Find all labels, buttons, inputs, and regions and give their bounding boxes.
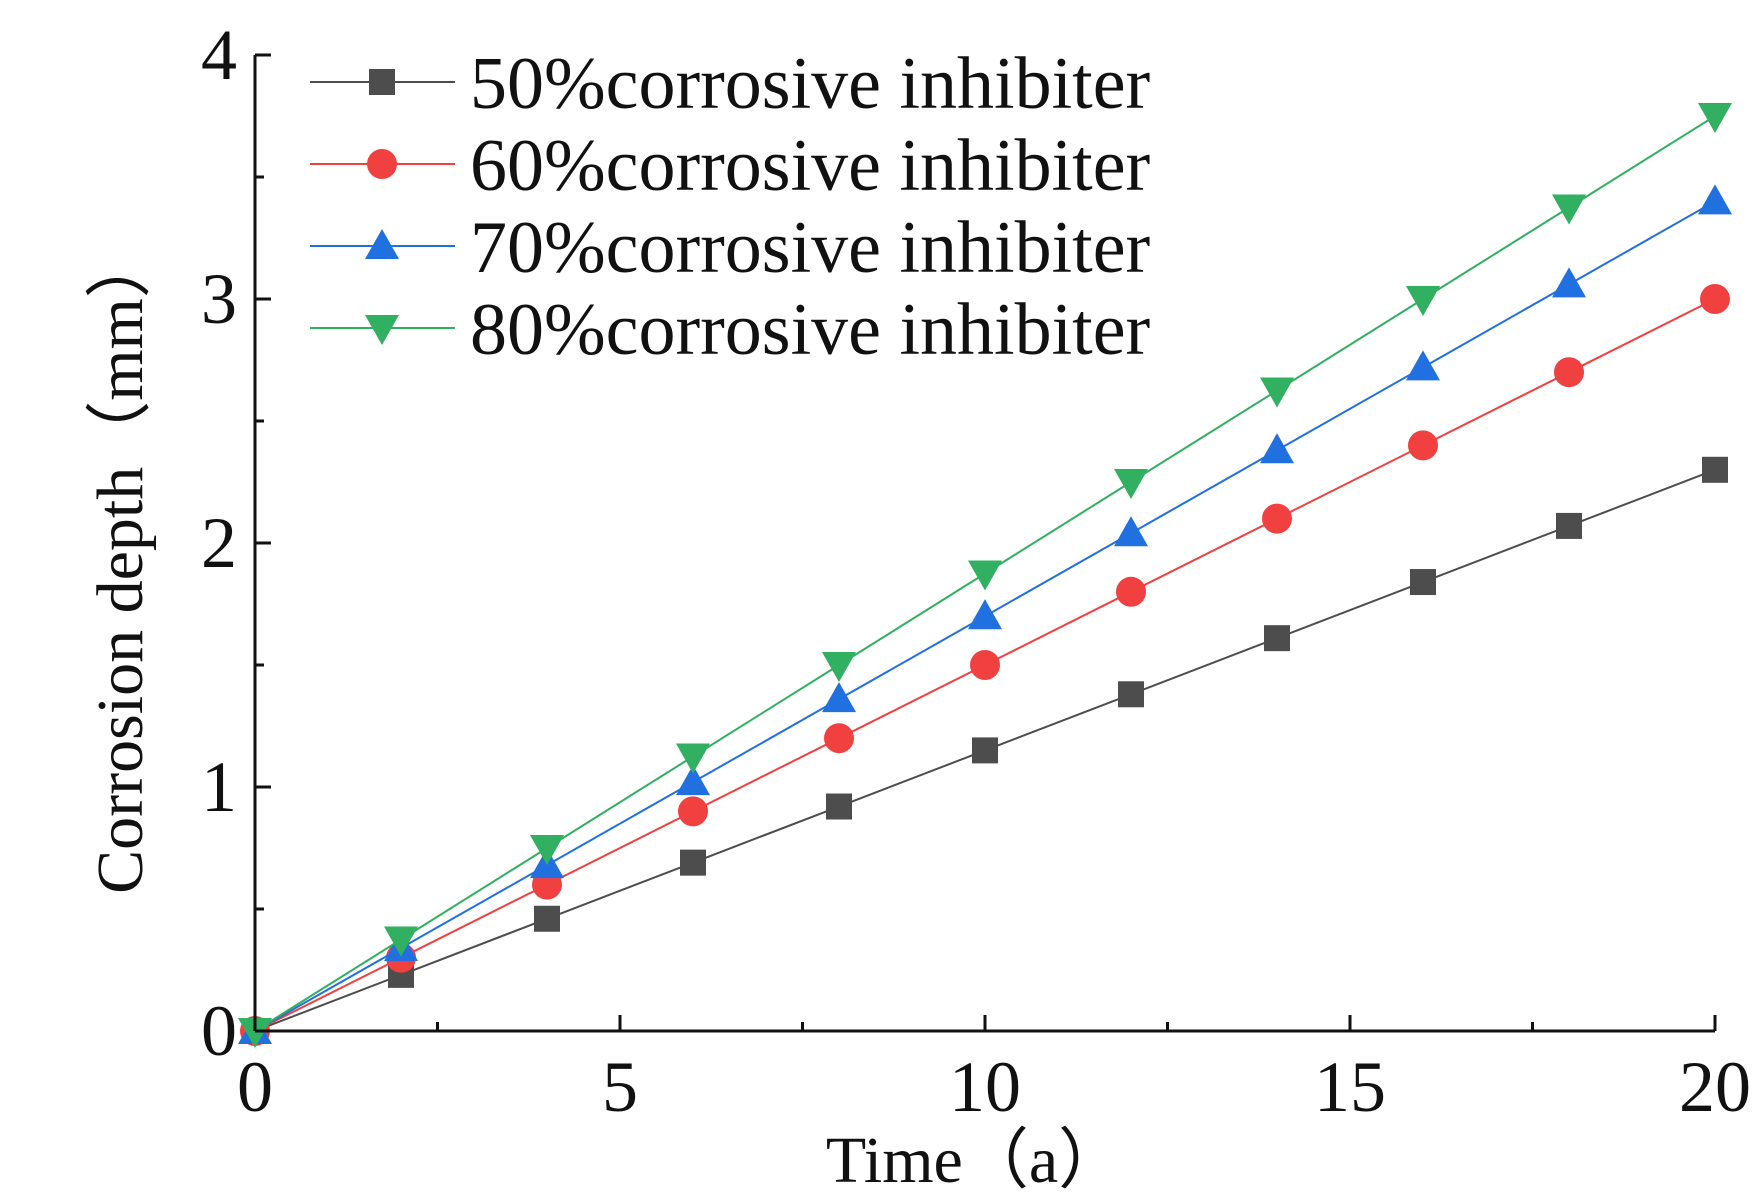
data-point xyxy=(1118,681,1144,708)
data-point xyxy=(822,682,856,713)
x-tick-label: 0 xyxy=(237,1047,273,1127)
plot-area xyxy=(238,103,1732,1048)
y-tick-label: 1 xyxy=(201,747,237,827)
axes: 0 5 10 15 20 0 1 2 3 4 xyxy=(201,15,1751,1127)
data-point xyxy=(1260,377,1294,408)
x-tick-label: 10 xyxy=(949,1047,1021,1127)
data-point xyxy=(678,796,708,827)
data-point xyxy=(534,905,560,932)
data-point xyxy=(968,599,1002,630)
data-point xyxy=(1114,469,1148,499)
data-point xyxy=(676,765,710,796)
data-point xyxy=(968,560,1002,591)
data-point xyxy=(1698,184,1732,215)
series-1 xyxy=(242,456,1728,1044)
series-2 xyxy=(240,284,1730,1046)
legend-marker xyxy=(365,315,399,345)
y-tick-label: 3 xyxy=(201,259,237,339)
legend-entry-1: 50%corrosive inhibiter xyxy=(310,43,1150,125)
data-point xyxy=(680,849,706,876)
legend-marker xyxy=(367,149,397,179)
data-point xyxy=(1406,286,1440,316)
legend-entry-4: 80%corrosive inhibiter xyxy=(310,289,1150,371)
data-point xyxy=(822,652,856,682)
data-point xyxy=(972,737,998,764)
series-4 xyxy=(238,103,1732,1048)
data-point xyxy=(238,1018,272,1048)
data-point xyxy=(1698,103,1732,133)
data-point xyxy=(676,743,710,774)
data-point xyxy=(1260,433,1294,464)
data-point xyxy=(1406,350,1440,381)
data-point xyxy=(1262,503,1292,534)
data-point xyxy=(1408,430,1438,461)
data-point xyxy=(1264,625,1290,652)
data-point xyxy=(826,793,852,820)
data-point xyxy=(1410,569,1436,596)
data-point xyxy=(824,723,854,754)
data-point xyxy=(1116,576,1146,607)
legend-label: 50%corrosive inhibiter xyxy=(470,43,1150,125)
data-point xyxy=(1552,267,1586,298)
legend-entry-2: 60%corrosive inhibiter xyxy=(310,125,1150,207)
y-axis-title: Corrosion depth（mm） xyxy=(84,232,157,894)
data-point xyxy=(1554,357,1584,388)
data-point xyxy=(1114,516,1148,547)
legend-marker xyxy=(369,69,395,95)
x-tick-label: 20 xyxy=(1679,1047,1751,1127)
x-axis-title: Time（a） xyxy=(826,1124,1124,1197)
legend-label: 80%corrosive inhibiter xyxy=(470,289,1150,371)
legend-entry-3: 70%corrosive inhibiter xyxy=(310,207,1150,289)
legend-label: 70%corrosive inhibiter xyxy=(470,207,1150,289)
legend-label: 60%corrosive inhibiter xyxy=(470,125,1150,207)
x-tick-label: 15 xyxy=(1314,1047,1386,1127)
y-tick-label: 4 xyxy=(201,15,237,95)
data-point xyxy=(1556,512,1582,539)
y-tick-label: 0 xyxy=(201,991,237,1071)
x-tick-label: 5 xyxy=(602,1047,638,1127)
data-point xyxy=(1552,194,1586,225)
data-point xyxy=(970,650,1000,680)
y-tick-label: 2 xyxy=(201,503,237,583)
data-point xyxy=(384,926,418,957)
series-3 xyxy=(238,184,1732,1044)
data-point xyxy=(530,835,564,865)
data-point xyxy=(1700,284,1730,314)
legend-marker xyxy=(365,229,399,259)
data-point xyxy=(1702,456,1728,483)
